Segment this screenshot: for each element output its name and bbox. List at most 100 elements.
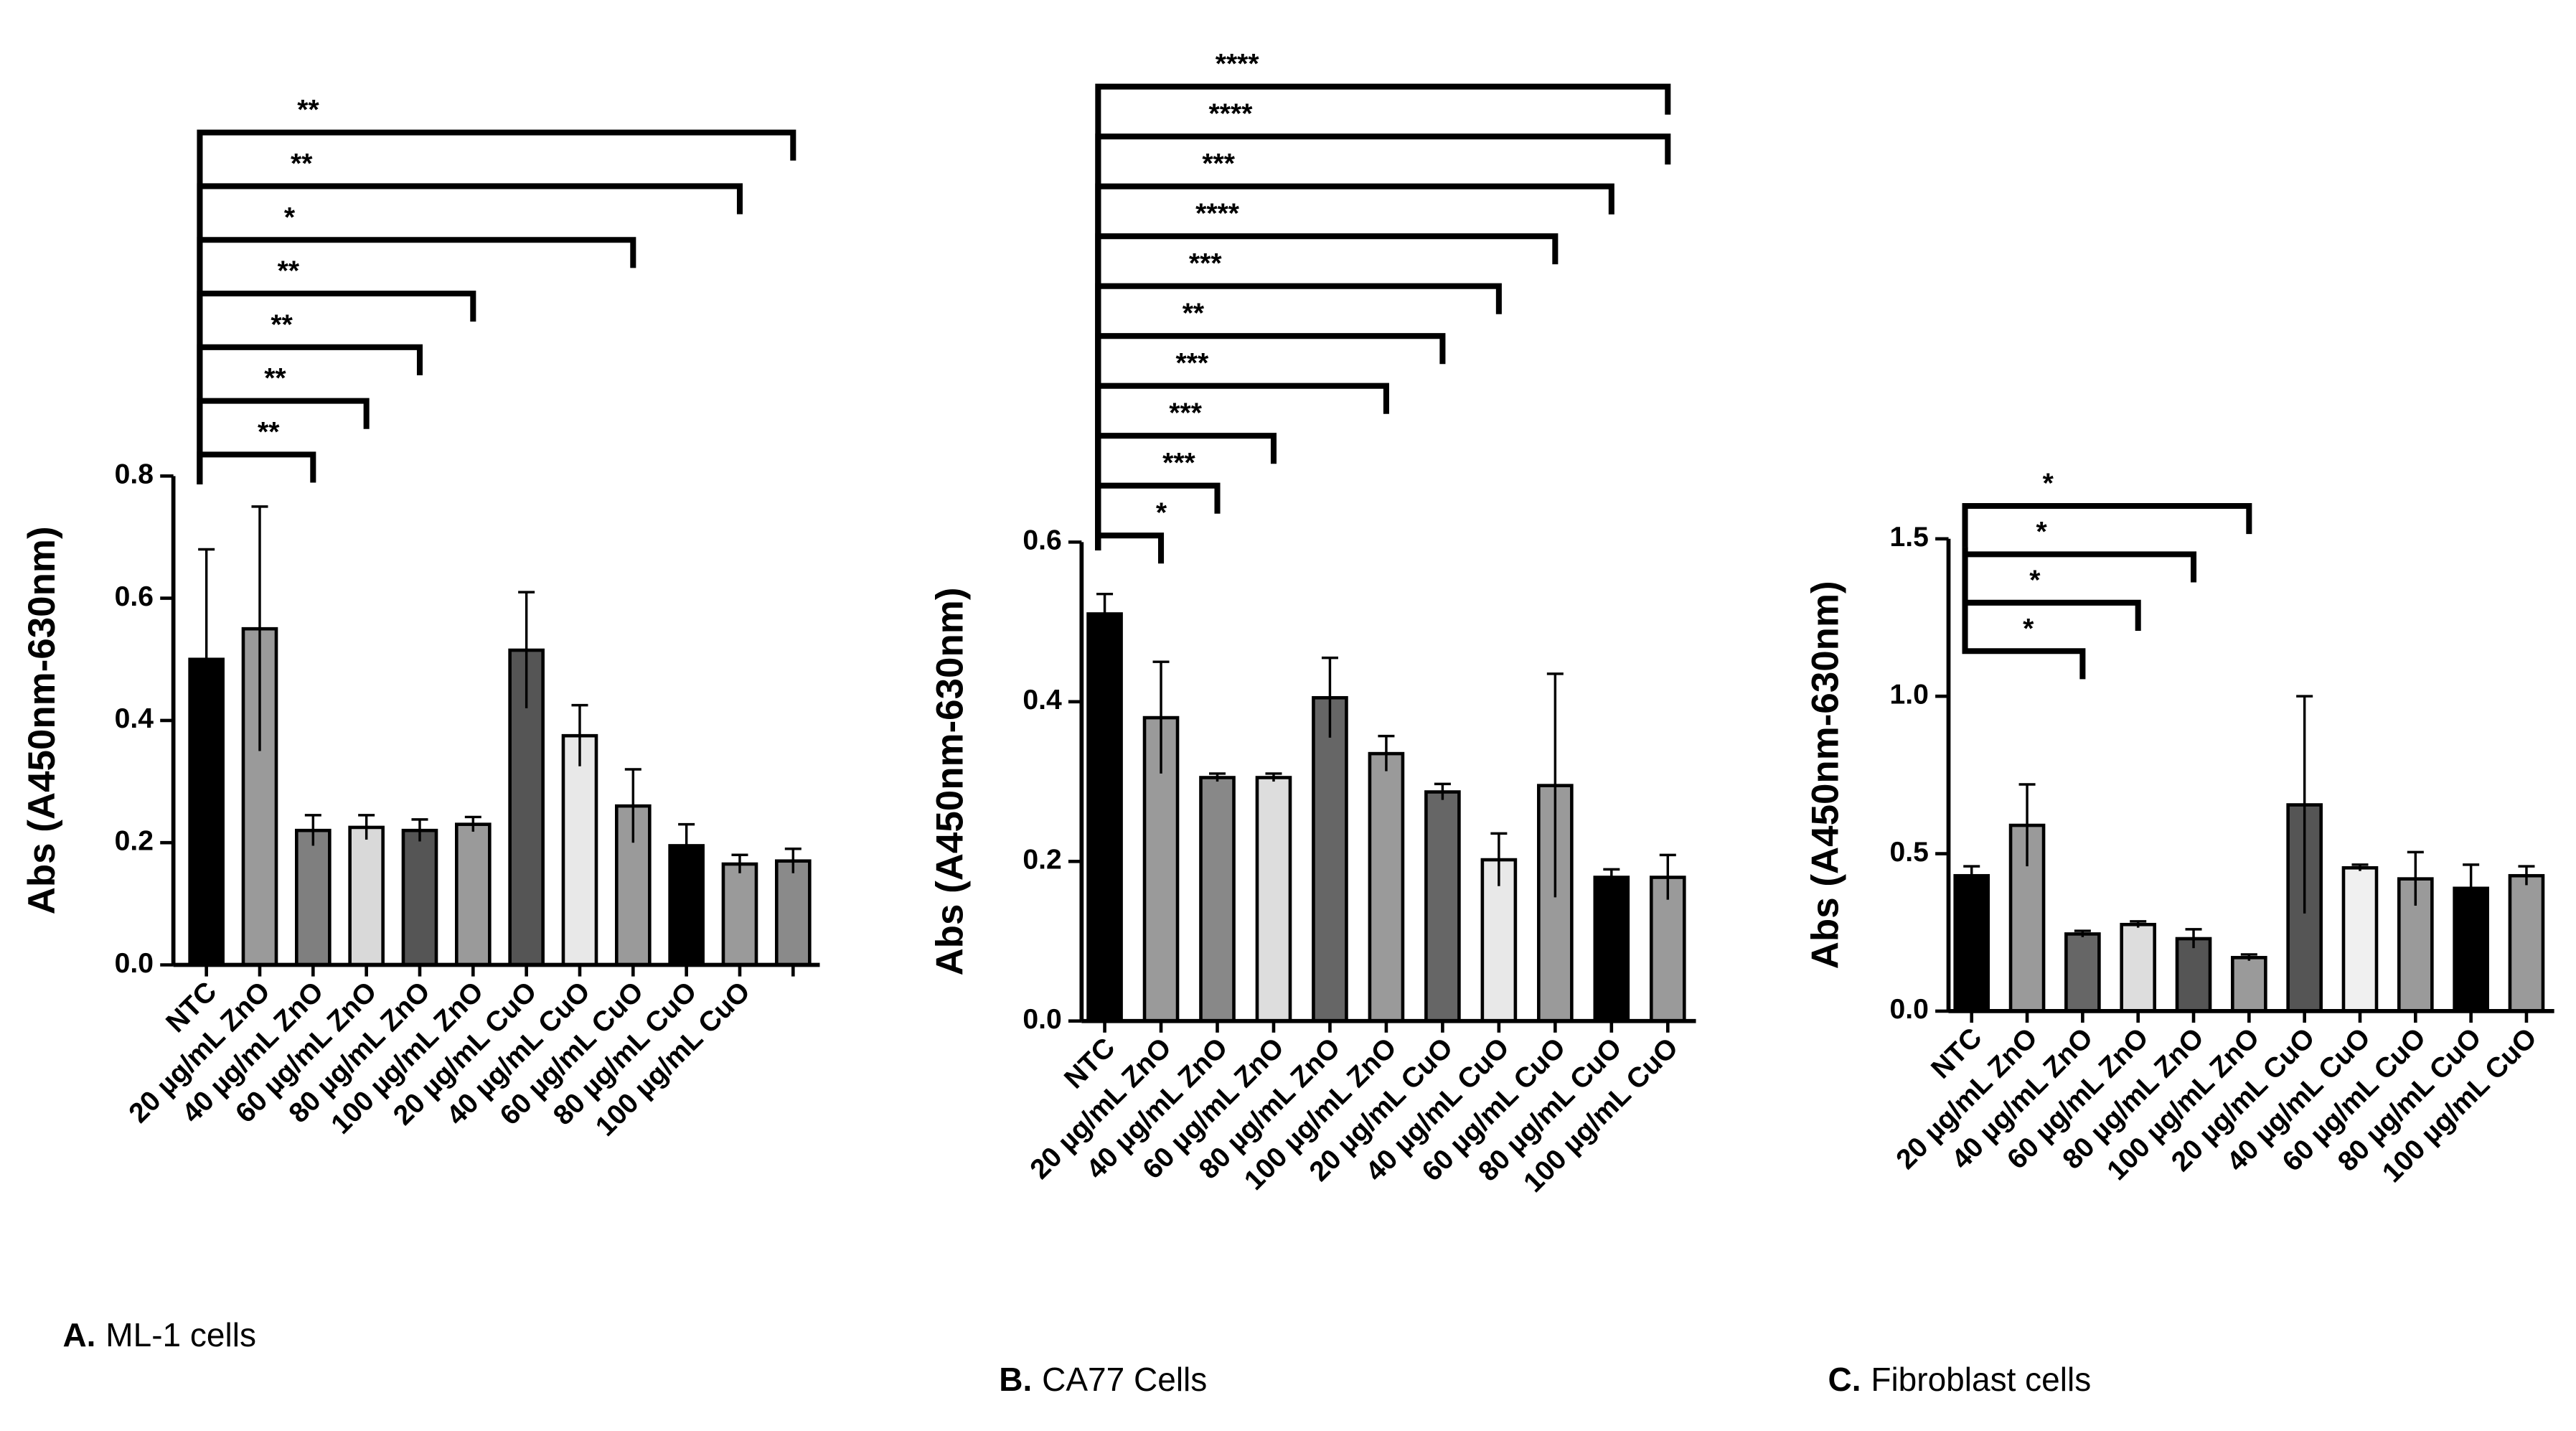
y-axis-title: Abs (A450nm-630nm) [929, 588, 972, 976]
bracket-line [197, 129, 796, 484]
significance-label: *** [1176, 348, 1209, 379]
caption-text: ML-1 cells [105, 1316, 256, 1353]
bar [401, 828, 438, 967]
bracket-line [1095, 83, 1671, 550]
significance-bracket: * [1095, 498, 1167, 564]
error-bar [2518, 865, 2535, 886]
bar [2120, 922, 2157, 1013]
significance-bracket: **** [1095, 49, 1671, 550]
bar [1086, 612, 1123, 1023]
error-bar [678, 822, 695, 868]
significance-bracket: *** [1095, 149, 1614, 550]
error-bar [731, 853, 748, 873]
bar [348, 825, 385, 967]
error-bar [358, 814, 375, 840]
error-bar [1096, 592, 1114, 634]
bar [2175, 937, 2212, 1013]
bracket-line [197, 451, 316, 484]
y-tick-label: 0.5 [1890, 837, 1929, 868]
bracket-line [1962, 547, 2141, 631]
caption-prefix: A. [62, 1316, 95, 1353]
panel-caption: B. CA77 Cells [999, 1361, 1207, 1398]
error-bar [1378, 734, 1395, 771]
significance-label: * [2029, 565, 2041, 596]
significance-label: ** [271, 309, 293, 340]
bar [2231, 956, 2267, 1013]
caption-prefix: B. [999, 1361, 1032, 1398]
error-bar [1659, 853, 1676, 900]
error-bar [1208, 772, 1226, 782]
significance-label: ** [258, 417, 280, 448]
significance-bracket: ** [197, 256, 476, 484]
significance-bracket: ** [197, 417, 316, 484]
significance-bracket: ** [1095, 299, 1446, 550]
error-bar [2296, 695, 2313, 914]
bracket-line [197, 398, 370, 484]
y-tick-label: 0.4 [115, 703, 154, 734]
bracket-line [1095, 532, 1165, 564]
error-bar [464, 815, 481, 832]
bar [455, 822, 492, 967]
error-bar [2463, 863, 2480, 912]
y-tick-label: 0.8 [115, 459, 154, 490]
error-bar [571, 703, 588, 766]
y-tick-label: 0.6 [115, 581, 154, 612]
significance-label: ** [278, 256, 300, 287]
significance-label: * [2023, 614, 2034, 644]
error-bar [2351, 863, 2369, 871]
y-tick-label: 1.5 [1890, 522, 1929, 553]
y-axis-title: Abs (A450nm-630nm) [1804, 581, 1846, 969]
bar [721, 862, 758, 967]
bar [561, 733, 598, 967]
y-tick-label: 1.0 [1890, 679, 1929, 710]
bracket-line [1095, 383, 1389, 550]
error-bar [198, 548, 215, 770]
significance-bracket: * [1962, 547, 2086, 680]
significance-label: * [284, 202, 296, 233]
significance-label: ** [1183, 299, 1205, 329]
error-bar [1490, 832, 1508, 886]
significance-bracket: * [1962, 517, 2197, 583]
error-bar [1434, 782, 1451, 800]
y-tick-label: 0.0 [1023, 1004, 1061, 1035]
error-bar [2185, 928, 2202, 949]
caption-prefix: C. [1828, 1361, 1861, 1398]
caption-text: CA77 Cells [1042, 1361, 1207, 1398]
bar [774, 859, 812, 967]
panel-caption: A. ML-1 cells [62, 1316, 256, 1353]
significance-label: *** [1189, 248, 1222, 279]
bar [1312, 695, 1348, 1023]
significance-label: ** [297, 95, 319, 126]
y-tick-label: 0.0 [115, 948, 154, 979]
y-tick-label: 0.2 [115, 826, 154, 857]
bar [1593, 876, 1630, 1023]
error-bar [624, 768, 641, 843]
significance-label: * [2036, 517, 2047, 548]
error-bar [2074, 929, 2091, 937]
error-bar [304, 814, 321, 846]
bracket-line [1095, 333, 1446, 550]
y-axis-title: Abs (A450nm-630nm) [21, 526, 63, 914]
error-bar [784, 847, 802, 873]
error-bar [251, 505, 268, 751]
significance-label: * [1156, 498, 1167, 529]
bar [2508, 873, 2545, 1013]
significance-bracket: ** [197, 363, 370, 484]
significance-label: ** [291, 149, 313, 179]
y-tick-label: 0.2 [1023, 845, 1061, 876]
bar [1255, 776, 1292, 1023]
error-bar [2240, 953, 2257, 961]
error-bar [2018, 783, 2036, 867]
significance-label: **** [1195, 199, 1240, 230]
bar [1424, 790, 1461, 1023]
error-bar [1152, 660, 1170, 774]
bar [2064, 932, 2101, 1013]
bar [2341, 865, 2379, 1013]
significance-label: *** [1202, 149, 1235, 179]
significance-bracket: ** [197, 309, 423, 484]
significance-bracket: *** [1095, 348, 1389, 550]
